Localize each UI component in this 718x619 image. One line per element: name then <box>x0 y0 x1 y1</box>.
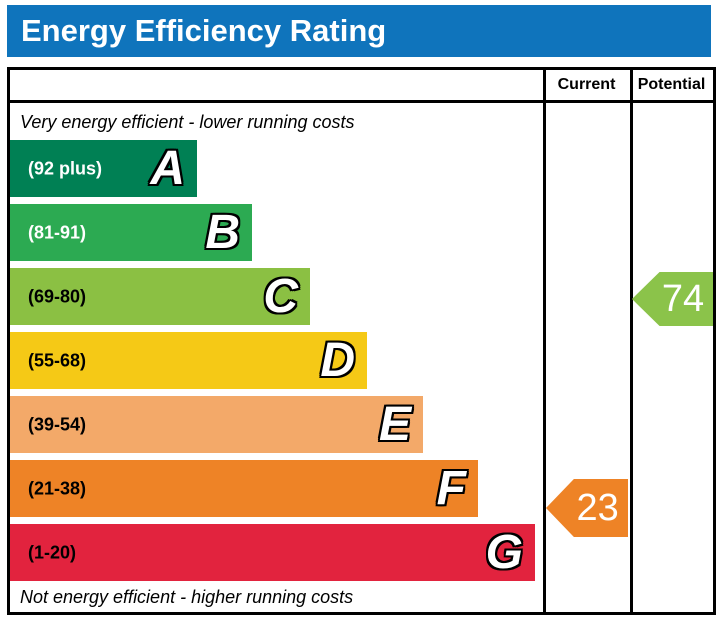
band-f: (21-38) F <box>10 460 478 517</box>
current-column-divider <box>543 70 546 612</box>
current-column-header: Current <box>557 76 616 93</box>
band-c-range: (69-80) <box>28 286 87 306</box>
band-d-letter: D <box>319 333 356 387</box>
potential-column-divider <box>630 70 633 612</box>
band-b: (81-91) B <box>10 204 252 261</box>
band-b-letter: B <box>204 205 241 259</box>
band-f-letter: F <box>436 461 467 515</box>
title-bar: Energy Efficiency Rating <box>7 5 711 57</box>
band-a: (92 plus) A <box>10 140 197 197</box>
band-a-letter: A <box>149 141 186 195</box>
band-d-range: (55-68) <box>28 350 87 370</box>
band-d: (55-68) D <box>10 332 367 389</box>
band-g-letter: G <box>485 525 524 579</box>
top-note: Very energy efficient - lower running co… <box>20 112 355 132</box>
band-e-range: (39-54) <box>28 414 87 434</box>
page-title: Energy Efficiency Rating <box>21 13 387 48</box>
band-f-range: (21-38) <box>28 478 87 498</box>
band-a-range: (92 plus) <box>28 158 103 178</box>
potential-rating-arrow: 74 <box>632 272 713 326</box>
potential-rating-value: 74 <box>661 277 705 320</box>
band-b-range: (81-91) <box>28 222 87 242</box>
band-c: (69-80) C <box>10 268 310 325</box>
band-e: (39-54) E <box>10 396 423 453</box>
table-header: Current Potential <box>10 70 713 103</box>
current-rating-value: 23 <box>576 486 619 529</box>
band-c-letter: C <box>262 269 299 323</box>
band-g: (1-20) G <box>10 524 535 581</box>
band-e-letter: E <box>378 397 412 451</box>
band-g-range: (1-20) <box>28 542 77 562</box>
rating-table: Current Potential Very energy efficient … <box>7 67 716 615</box>
current-rating-arrow: 23 <box>546 479 628 537</box>
potential-column-header: Potential <box>637 76 706 93</box>
bottom-note: Not energy efficient - higher running co… <box>20 587 354 607</box>
